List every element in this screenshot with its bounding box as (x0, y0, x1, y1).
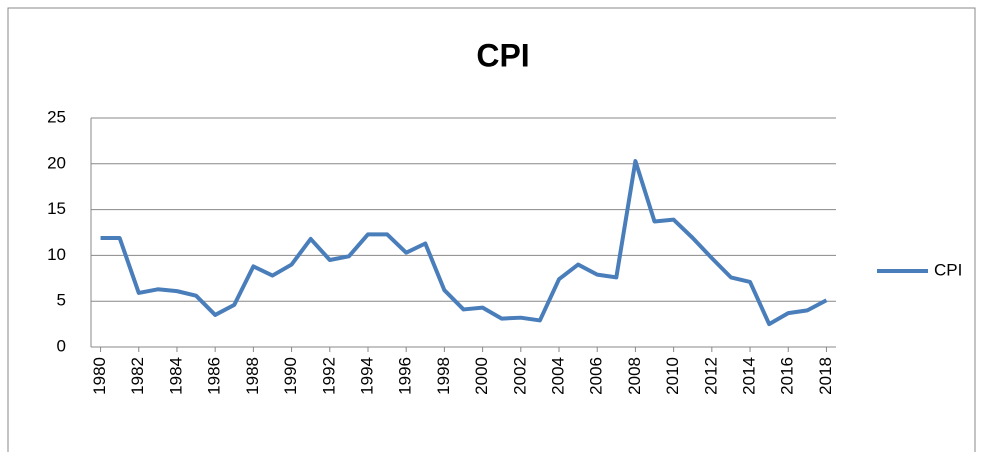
line-series (100, 159, 828, 327)
chart-title: CPI (476, 37, 529, 73)
y-tick-label: 25 (47, 107, 66, 126)
x-tick-label: 1988 (243, 357, 262, 395)
y-tick-label: 20 (47, 153, 66, 172)
x-tick-label: 1980 (90, 357, 109, 395)
x-tick-label: 2002 (510, 357, 529, 395)
x-tick-label: 1990 (281, 357, 300, 395)
x-tick-label: 1986 (205, 357, 224, 395)
x-tick-label: 2010 (663, 357, 682, 395)
x-tick-label: 2018 (816, 357, 835, 395)
legend-label: CPI (934, 260, 962, 279)
y-tick-label: 5 (57, 291, 66, 310)
x-tick-label: 2000 (472, 357, 491, 395)
chart-border (7, 7, 976, 457)
x-tick-label: 1996 (396, 357, 415, 395)
y-tick-label: 0 (57, 336, 66, 355)
x-tick-label: 2016 (778, 357, 797, 395)
x-tick-label: 2008 (625, 357, 644, 395)
x-tick-label: 2006 (587, 357, 606, 395)
x-tick-label: 1992 (319, 357, 338, 395)
x-tick-label: 1982 (128, 357, 147, 395)
x-tick-label: 1994 (357, 357, 376, 395)
x-tick-label: 2012 (701, 357, 720, 395)
y-tick-label: 15 (47, 199, 66, 218)
x-tick-label: 1984 (166, 357, 185, 395)
y-tick-label: 10 (47, 245, 66, 264)
x-tick-label: 2014 (740, 357, 759, 395)
x-tick-label: 2004 (548, 357, 567, 395)
x-tick-label: 1998 (434, 357, 453, 395)
